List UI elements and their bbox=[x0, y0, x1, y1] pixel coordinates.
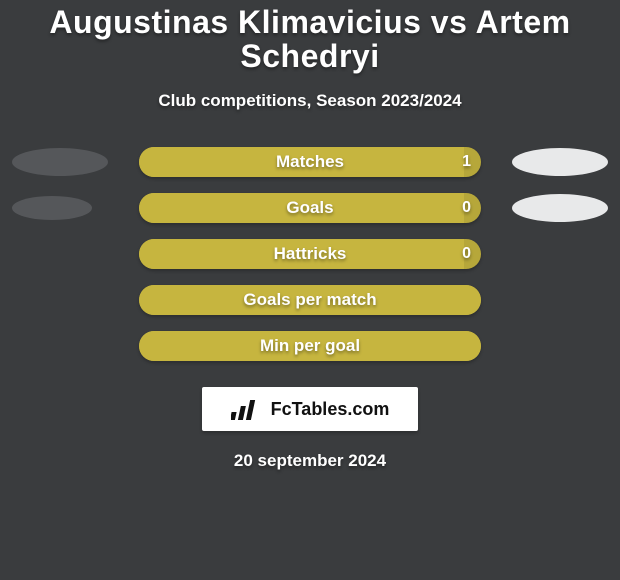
stat-label: Goals per match bbox=[243, 290, 376, 310]
stat-value: 0 bbox=[462, 245, 471, 263]
right-ellipse bbox=[512, 194, 608, 222]
page-title: Augustinas Klimavicius vs Artem Schedryi bbox=[0, 0, 620, 73]
stat-row: Matches 1 bbox=[0, 147, 620, 177]
stat-value: 1 bbox=[462, 153, 471, 171]
right-ellipse bbox=[512, 148, 608, 176]
stat-bar: Min per goal bbox=[139, 331, 481, 361]
stat-label: Goals bbox=[286, 198, 333, 218]
left-ellipse bbox=[12, 196, 92, 220]
left-ellipse bbox=[12, 148, 108, 176]
logo-card: FcTables.com bbox=[202, 387, 418, 431]
barchart-icon bbox=[231, 396, 265, 422]
stat-bar: Hattricks 0 bbox=[139, 239, 481, 269]
stat-row: Hattricks 0 bbox=[0, 239, 620, 269]
date-line: 20 september 2024 bbox=[0, 451, 620, 471]
subtitle: Club competitions, Season 2023/2024 bbox=[0, 91, 620, 111]
stat-label: Matches bbox=[276, 152, 344, 172]
stat-label: Min per goal bbox=[260, 336, 360, 356]
logo-text: FcTables.com bbox=[271, 399, 390, 420]
stat-bar: Matches 1 bbox=[139, 147, 481, 177]
stat-value: 0 bbox=[462, 199, 471, 217]
stat-rows: Matches 1 Goals 0 Hattricks 0 Goals per match M… bbox=[0, 147, 620, 377]
stat-bar: Goals per match bbox=[139, 285, 481, 315]
stat-bar: Goals 0 bbox=[139, 193, 481, 223]
stat-row: Goals per match bbox=[0, 285, 620, 315]
comparison-infographic: Augustinas Klimavicius vs Artem Schedryi… bbox=[0, 0, 620, 580]
stat-row: Min per goal bbox=[0, 331, 620, 361]
stat-row: Goals 0 bbox=[0, 193, 620, 223]
stat-label: Hattricks bbox=[274, 244, 347, 264]
